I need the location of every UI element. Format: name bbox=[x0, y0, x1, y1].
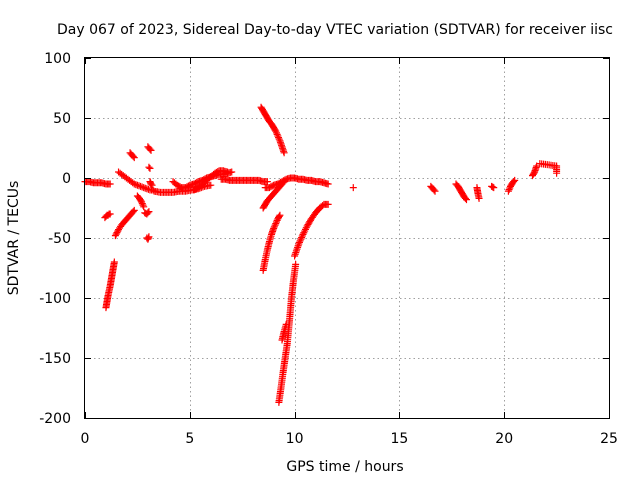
data-point bbox=[130, 206, 138, 214]
x-tick-label: 5 bbox=[185, 431, 194, 447]
data-point bbox=[272, 220, 280, 228]
data-point bbox=[462, 196, 470, 204]
y-tick-labels: -200 -150 -100 -50 0 50 100 bbox=[39, 51, 71, 427]
data-point bbox=[113, 229, 121, 237]
data-point bbox=[272, 129, 280, 137]
x-tick-label: 10 bbox=[286, 431, 304, 447]
plot-frame bbox=[84, 57, 610, 419]
y-tick-label: -200 bbox=[39, 411, 71, 427]
x-tick-label: 15 bbox=[390, 431, 408, 447]
data-point bbox=[292, 260, 300, 268]
data-point bbox=[271, 221, 279, 229]
data-point bbox=[274, 132, 282, 140]
data-point bbox=[270, 224, 278, 232]
y-tick-label: -150 bbox=[39, 351, 71, 367]
data-point bbox=[145, 163, 153, 171]
data-point bbox=[275, 212, 283, 220]
data-point bbox=[276, 211, 284, 219]
data-point bbox=[475, 194, 483, 202]
data-point bbox=[146, 164, 154, 172]
data-point bbox=[297, 235, 305, 243]
data-point bbox=[504, 187, 512, 195]
data-point bbox=[145, 233, 153, 241]
data-point bbox=[129, 152, 137, 160]
data-point bbox=[490, 184, 498, 192]
data-point bbox=[263, 178, 271, 186]
data-point bbox=[324, 180, 332, 188]
data-point bbox=[553, 169, 561, 177]
data-point bbox=[275, 134, 283, 142]
y-tick-label: 100 bbox=[44, 51, 71, 67]
data-point bbox=[280, 149, 288, 157]
data-point bbox=[430, 186, 438, 194]
data-point bbox=[273, 130, 281, 138]
data-point bbox=[282, 320, 290, 328]
data-point bbox=[299, 230, 307, 238]
data-point bbox=[302, 224, 310, 232]
x-tick-labels: 0 5 10 15 20 25 bbox=[81, 431, 618, 447]
data-point bbox=[272, 218, 280, 226]
x-tick-label: 0 bbox=[81, 431, 90, 447]
data-point bbox=[510, 178, 518, 186]
data-point bbox=[272, 127, 280, 135]
data-point bbox=[461, 194, 469, 202]
y-axis-label: SDTVAR / TECUs bbox=[6, 181, 22, 296]
data-point bbox=[324, 200, 332, 208]
data-point bbox=[129, 208, 137, 216]
data-point bbox=[111, 232, 119, 240]
data-point bbox=[270, 223, 278, 231]
data-point bbox=[511, 176, 519, 184]
y-tick-label: -50 bbox=[48, 231, 71, 247]
data-point bbox=[298, 234, 306, 242]
data-point bbox=[298, 232, 306, 240]
x-tick-label: 20 bbox=[495, 431, 513, 447]
data-point bbox=[112, 230, 120, 238]
x-tick-label: 25 bbox=[600, 431, 618, 447]
grid-lines bbox=[85, 58, 609, 418]
data-point bbox=[296, 237, 304, 245]
y-tick-label: 50 bbox=[53, 111, 71, 127]
data-point bbox=[147, 146, 155, 154]
data-point bbox=[301, 225, 309, 233]
data-point bbox=[146, 145, 154, 153]
data-point bbox=[130, 154, 138, 162]
data-point bbox=[349, 184, 357, 192]
x-axis-label: GPS time / hours bbox=[286, 459, 403, 475]
y-tick-label: -100 bbox=[39, 291, 71, 307]
chart-title: Day 067 of 2023, Sidereal Day-to-day VTE… bbox=[57, 22, 613, 38]
data-point bbox=[145, 208, 153, 216]
data-point bbox=[275, 135, 283, 143]
data-point bbox=[106, 210, 114, 218]
data-point bbox=[295, 240, 303, 248]
data-point bbox=[301, 227, 309, 235]
data-point bbox=[106, 180, 114, 188]
data-point bbox=[295, 238, 303, 246]
data-point bbox=[148, 181, 156, 189]
data-point bbox=[147, 180, 155, 188]
data-point bbox=[138, 198, 146, 206]
data-point bbox=[110, 258, 118, 266]
y-tick-label: 0 bbox=[62, 171, 71, 187]
data-point bbox=[224, 168, 232, 176]
axis-ticks bbox=[85, 58, 610, 419]
data-point bbox=[144, 209, 152, 217]
data-point bbox=[138, 200, 146, 208]
data-points bbox=[81, 103, 561, 406]
data-point bbox=[431, 187, 439, 195]
data-point bbox=[505, 186, 513, 194]
data-point bbox=[207, 181, 215, 189]
data-point bbox=[139, 201, 147, 209]
data-point bbox=[300, 229, 308, 237]
data-point bbox=[140, 203, 148, 211]
